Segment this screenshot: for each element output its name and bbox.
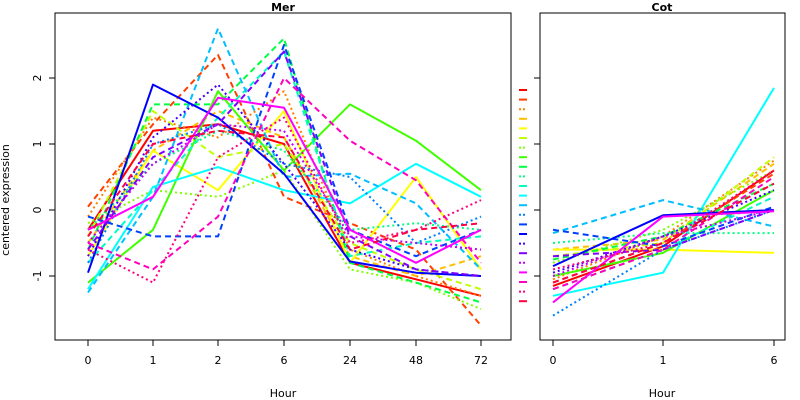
cot-series-line-12 <box>552 87 775 297</box>
mer-lines <box>87 27 482 327</box>
mer-x-tick-label: 72 <box>474 354 488 367</box>
cot-series-line-18 <box>552 209 775 258</box>
mer-series-line-12 <box>87 162 482 290</box>
mer-axes: 0 1 2 6 24 48 72 -1 0 1 2 <box>31 75 488 368</box>
mer-panel-title: Mer <box>271 1 295 14</box>
mer-y-tick-label: 0 <box>31 207 44 214</box>
mer-series-line-19 <box>87 123 482 251</box>
cot-axes: 0 1 6 <box>534 77 778 367</box>
cot-series-line-22 <box>552 169 775 271</box>
mer-series-line-11 <box>87 50 482 264</box>
cot-series-line-20 <box>552 210 775 304</box>
cot-lines <box>552 87 775 317</box>
cot-series-line-16 <box>552 209 775 268</box>
mer-x-tick-label: 6 <box>281 354 288 367</box>
mer-series-line-1 <box>87 123 482 297</box>
cot-series-line-10 <box>552 232 774 244</box>
mer-series-line-8 <box>87 90 482 284</box>
cot-series-line-19 <box>552 209 775 277</box>
mer-series-line-20 <box>87 96 482 264</box>
mer-series-line-9 <box>87 37 482 304</box>
cot-series-line-2 <box>552 172 775 284</box>
mer-series-line-2 <box>87 53 482 327</box>
mer-x-tick-label: 48 <box>409 354 423 367</box>
mer-x-tick-label: 0 <box>85 354 92 367</box>
mer-x-tick-label: 24 <box>343 354 357 367</box>
mer-series-line-23 <box>87 129 482 251</box>
cot-series-line-15 <box>552 205 775 248</box>
mer-series-line-21 <box>87 77 482 271</box>
cot-x-tick-label: 1 <box>660 354 667 367</box>
mer-series-line-16 <box>87 83 482 277</box>
mer-x-axis-label: Hour <box>270 387 297 400</box>
cot-series-line-14 <box>552 209 775 317</box>
cot-x-tick-label: 0 <box>550 354 557 367</box>
series-key <box>519 89 527 303</box>
cot-series-line-3 <box>552 159 775 281</box>
mer-y-tick-label: 2 <box>31 75 44 82</box>
cot-series-line-6 <box>552 156 775 258</box>
cot-x-axis-label: Hour <box>649 387 676 400</box>
y-axis-label: centered expression <box>0 144 12 256</box>
mer-x-tick-label: 2 <box>215 354 222 367</box>
cot-series-line-13 <box>552 199 775 235</box>
cot-panel-title: Cot <box>652 1 673 14</box>
cot-x-tick-label: 6 <box>771 354 778 367</box>
mer-series-line-15 <box>87 44 482 258</box>
mer-series-line-6 <box>87 110 482 291</box>
mer-series-line-3 <box>87 90 482 297</box>
cot-series-line-21 <box>552 176 775 291</box>
mer-y-tick-label: 1 <box>31 141 44 148</box>
mer-series-line-18 <box>87 50 482 277</box>
mer-y-tick-label: -1 <box>31 271 44 282</box>
cot-series-line-17 <box>552 189 775 274</box>
mer-panel-frame <box>54 12 512 341</box>
mer-x-tick-label: 1 <box>150 354 157 367</box>
mer-series-line-5 <box>87 110 482 270</box>
cot-series-line-4 <box>552 162 775 251</box>
cot-series-line-23 <box>552 182 775 284</box>
mer-series-line-17 <box>87 83 482 277</box>
